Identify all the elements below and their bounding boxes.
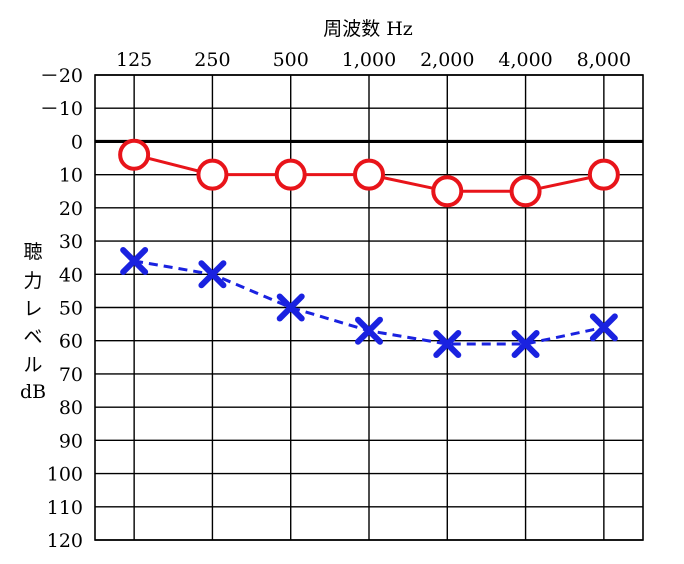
series-layer	[118, 138, 620, 359]
plot-grid	[94, 74, 644, 541]
data-point-x-stroke	[511, 330, 540, 359]
y-tick-label: 20	[59, 198, 83, 220]
y-tick-label: 110	[47, 497, 83, 519]
y-tick-label: 80	[59, 397, 83, 419]
data-point-circle	[431, 175, 464, 208]
y-axis-label-char: ル	[23, 354, 42, 376]
data-point-x	[433, 330, 462, 359]
y-tick-label: 50	[59, 298, 83, 320]
data-point-x	[120, 247, 149, 275]
data-point-x-stroke	[276, 293, 305, 322]
x-tick-label: 500	[273, 49, 309, 71]
data-point-x-stroke	[433, 330, 462, 359]
x-tick-label: 1,000	[342, 49, 396, 71]
data-point-x-stroke	[198, 260, 227, 289]
data-point-circle	[353, 158, 385, 191]
y-tick-label: 70	[59, 364, 83, 386]
y-axis-label-char: レ	[23, 298, 42, 320]
data-point-x	[511, 330, 540, 359]
data-point-x-stroke	[355, 316, 383, 345]
x-tick-label: 2,000	[420, 49, 474, 71]
data-point-circle	[196, 158, 229, 191]
y-axis-label-char: 力	[23, 270, 42, 292]
y-tick-label: －20	[40, 65, 83, 87]
data-point-circle	[118, 138, 151, 171]
y-tick-label: 60	[59, 331, 83, 353]
y-tick-labels: －20 －10 0 10 20 30 40 50 60 70 80 90 100 110 120	[40, 65, 83, 552]
data-point-circle	[274, 158, 307, 191]
x-tick-label: 125	[116, 49, 152, 71]
data-point-x	[276, 293, 305, 322]
data-point-x	[589, 313, 618, 342]
y-tick-label: 90	[59, 430, 83, 452]
x-tick-label: 8,000	[577, 49, 631, 71]
y-tick-label: 100	[47, 464, 83, 486]
y-tick-label: 10	[59, 165, 83, 187]
data-point-x-stroke	[589, 313, 618, 342]
x-tick-label: 250	[194, 49, 230, 71]
y-tick-label: －10	[40, 98, 83, 120]
x-tick-labels: 125 250 500 1,000 2,000 4,000 8,000	[116, 49, 631, 71]
y-axis-label-char: ベ	[23, 326, 42, 348]
data-point-x	[355, 316, 383, 345]
y-axis-label-char: 聴	[23, 241, 42, 263]
data-point-x	[198, 260, 227, 289]
y-tick-label: 120	[47, 530, 83, 552]
y-tick-label: 40	[59, 264, 83, 286]
x-tick-label: 4,000	[498, 49, 552, 71]
y-axis-label-char: dB	[20, 381, 46, 403]
data-point-x-stroke	[120, 247, 149, 275]
y-tick-label: 0	[71, 131, 83, 153]
plot-frame	[94, 74, 644, 541]
chart-title: 周波数 Hz	[323, 18, 413, 40]
data-point-circle	[587, 158, 620, 191]
data-point-circle	[509, 175, 542, 208]
y-tick-label: 30	[59, 231, 83, 253]
